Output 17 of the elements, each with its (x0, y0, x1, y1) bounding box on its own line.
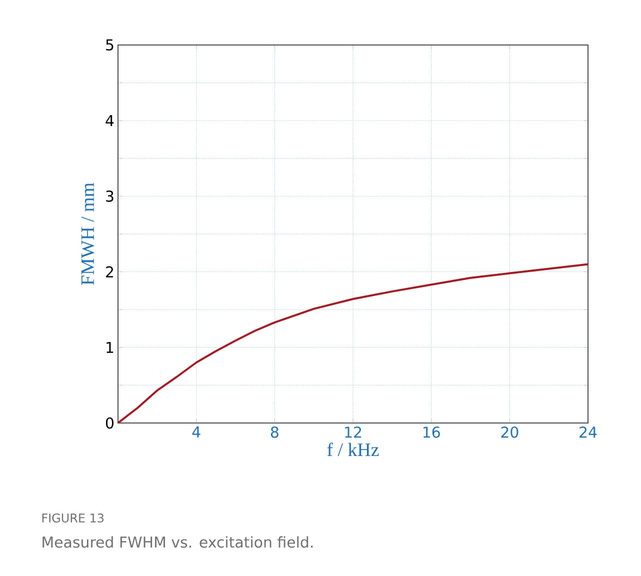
x-tick-label: 12 (345, 426, 362, 438)
x-tick-label: 16 (423, 426, 440, 438)
y-axis-title: FMWH / mm (81, 182, 94, 285)
x-axis-title: f / kHz (327, 442, 379, 456)
caption: FIGURE 13 (42, 513, 104, 523)
x-tick-label: 24 (580, 426, 597, 438)
y-tick-label: 3 (106, 190, 114, 202)
y-tick-label: 2 (106, 266, 113, 278)
x-tick-label: 4 (192, 426, 200, 438)
line-series (118, 263, 588, 423)
text: Measured FWHM vs. excitation field. (42, 536, 313, 548)
x-tick-label: 20 (501, 426, 518, 438)
y-tick-label: 5 (106, 39, 114, 51)
y-tick-label: 4 (106, 115, 114, 126)
y-tick-label: 1 (106, 342, 114, 353)
y-tick-label: 0 (106, 417, 114, 429)
x-tick-label: 8 (270, 426, 278, 438)
